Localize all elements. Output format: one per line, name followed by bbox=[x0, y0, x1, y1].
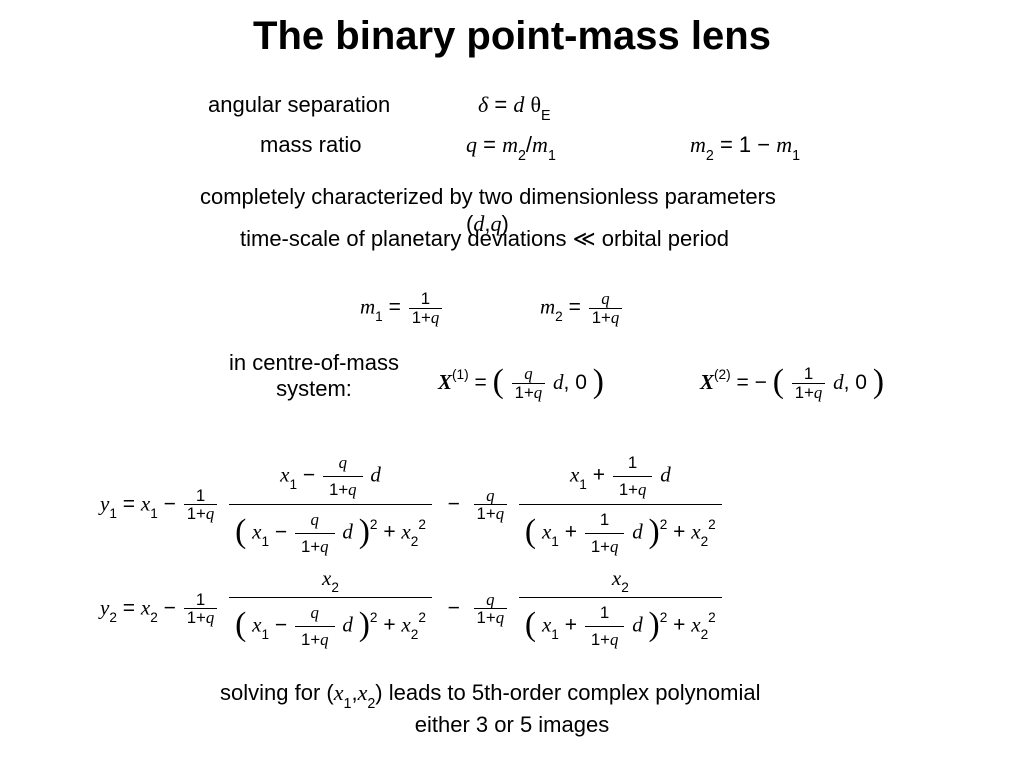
x1-def: X(1) = ( q1+q d, 0 ) bbox=[438, 360, 604, 402]
mass-ratio-eq: q = m2/m1 bbox=[466, 132, 556, 161]
images-line: either 3 or 5 images bbox=[0, 712, 1024, 738]
y2-equation: y2 = x2 − 11+q x2 ( x1 − q1+q d )2 + x22… bbox=[100, 565, 726, 652]
angular-sep-eq: δ = d θE bbox=[478, 92, 551, 121]
m1-def: m1 = 11+q bbox=[360, 290, 444, 326]
char-line: completely characterized by two dimensio… bbox=[200, 184, 776, 210]
slide: The binary point-mass lens angular separ… bbox=[0, 0, 1024, 768]
m2-def: m2 = q1+q bbox=[540, 290, 624, 326]
page-title: The binary point-mass lens bbox=[0, 14, 1024, 59]
m2-eq: m2 = 1 − m1 bbox=[690, 132, 800, 161]
cm-label: in centre-of-masssystem: bbox=[214, 350, 414, 402]
timescale-line: time-scale of planetary deviations ≪ orb… bbox=[240, 226, 729, 252]
x2-def: X(2) = − ( 11+q d, 0 ) bbox=[700, 360, 884, 402]
solving-line: solving for (x1,x2) leads to 5th-order c… bbox=[220, 680, 760, 709]
mass-ratio-label: mass ratio bbox=[260, 132, 361, 158]
angular-sep-label: angular separation bbox=[208, 92, 390, 118]
y1-equation: y1 = x1 − 11+q x1 − q1+q d ( x1 − q1+q d… bbox=[100, 450, 726, 560]
